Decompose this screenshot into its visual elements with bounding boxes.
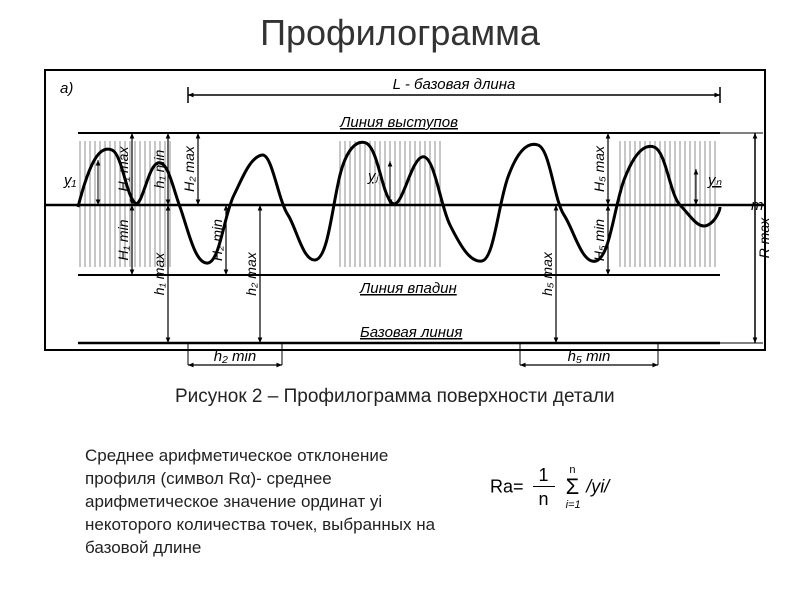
- svg-text:H₅ max: H₅ max: [591, 145, 607, 192]
- svg-text:H₅ min: H₅ min: [591, 219, 607, 261]
- svg-text:yₙ: yₙ: [707, 172, 723, 189]
- svg-text:Линия впадин: Линия впадин: [359, 280, 457, 297]
- diagram-svg: а) L - базовая длина Линия выступов m Линия …: [20, 65, 780, 370]
- svg-text:H₂ max: H₂ max: [181, 145, 197, 192]
- profilogram-diagram: а) L - базовая длина Линия выступов m Линия …: [20, 65, 780, 370]
- svg-text:h₅ max: h₅ max: [539, 251, 555, 296]
- formula-fraction: 1 n: [533, 465, 555, 510]
- formula-term: /yi/: [586, 476, 609, 496]
- formula-sigma: n Σ i=1: [566, 476, 580, 499]
- frac-den: n: [533, 487, 555, 510]
- svg-text:h₁ max: h₁ max: [151, 252, 167, 296]
- formula-lhs: Ra=: [490, 476, 524, 496]
- svg-text:Линия выступов: Линия выступов: [339, 114, 458, 131]
- svg-text:y₁: y₁: [63, 172, 77, 189]
- svg-text:R max: R max: [756, 217, 772, 258]
- formula-ra: Ra= 1 n n Σ i=1 /yi/: [490, 465, 609, 510]
- description-text: Среднее арифметическое отклонение профил…: [85, 445, 455, 560]
- sigma-top: n: [566, 464, 580, 476]
- svg-text:h₂ min: h₂ min: [214, 348, 256, 365]
- figure-caption: Рисунок 2 – Профилограмма поверхности де…: [175, 385, 615, 410]
- svg-text:yⱼ: yⱼ: [367, 168, 380, 185]
- sigma-bot: i=1: [566, 499, 580, 511]
- page-title: Профилограмма: [0, 0, 800, 54]
- svg-text:m: m: [751, 197, 764, 214]
- svg-text:Базовая линия: Базовая линия: [360, 324, 462, 341]
- svg-text:h₅ min: h₅ min: [568, 348, 611, 365]
- frac-num: 1: [533, 465, 555, 487]
- svg-text:L - базовая длина: L - базовая длина: [393, 76, 516, 93]
- svg-text:h₁ min: h₁ min: [151, 149, 167, 188]
- svg-text:H₁ max: H₁ max: [115, 146, 131, 192]
- sigma-sym: Σ: [566, 474, 580, 499]
- svg-text:а): а): [60, 80, 73, 97]
- svg-text:H₁ min: H₁ min: [115, 219, 131, 260]
- svg-text:H₂ min: H₂ min: [209, 219, 225, 261]
- svg-text:h₂ max: h₂ max: [243, 251, 259, 295]
